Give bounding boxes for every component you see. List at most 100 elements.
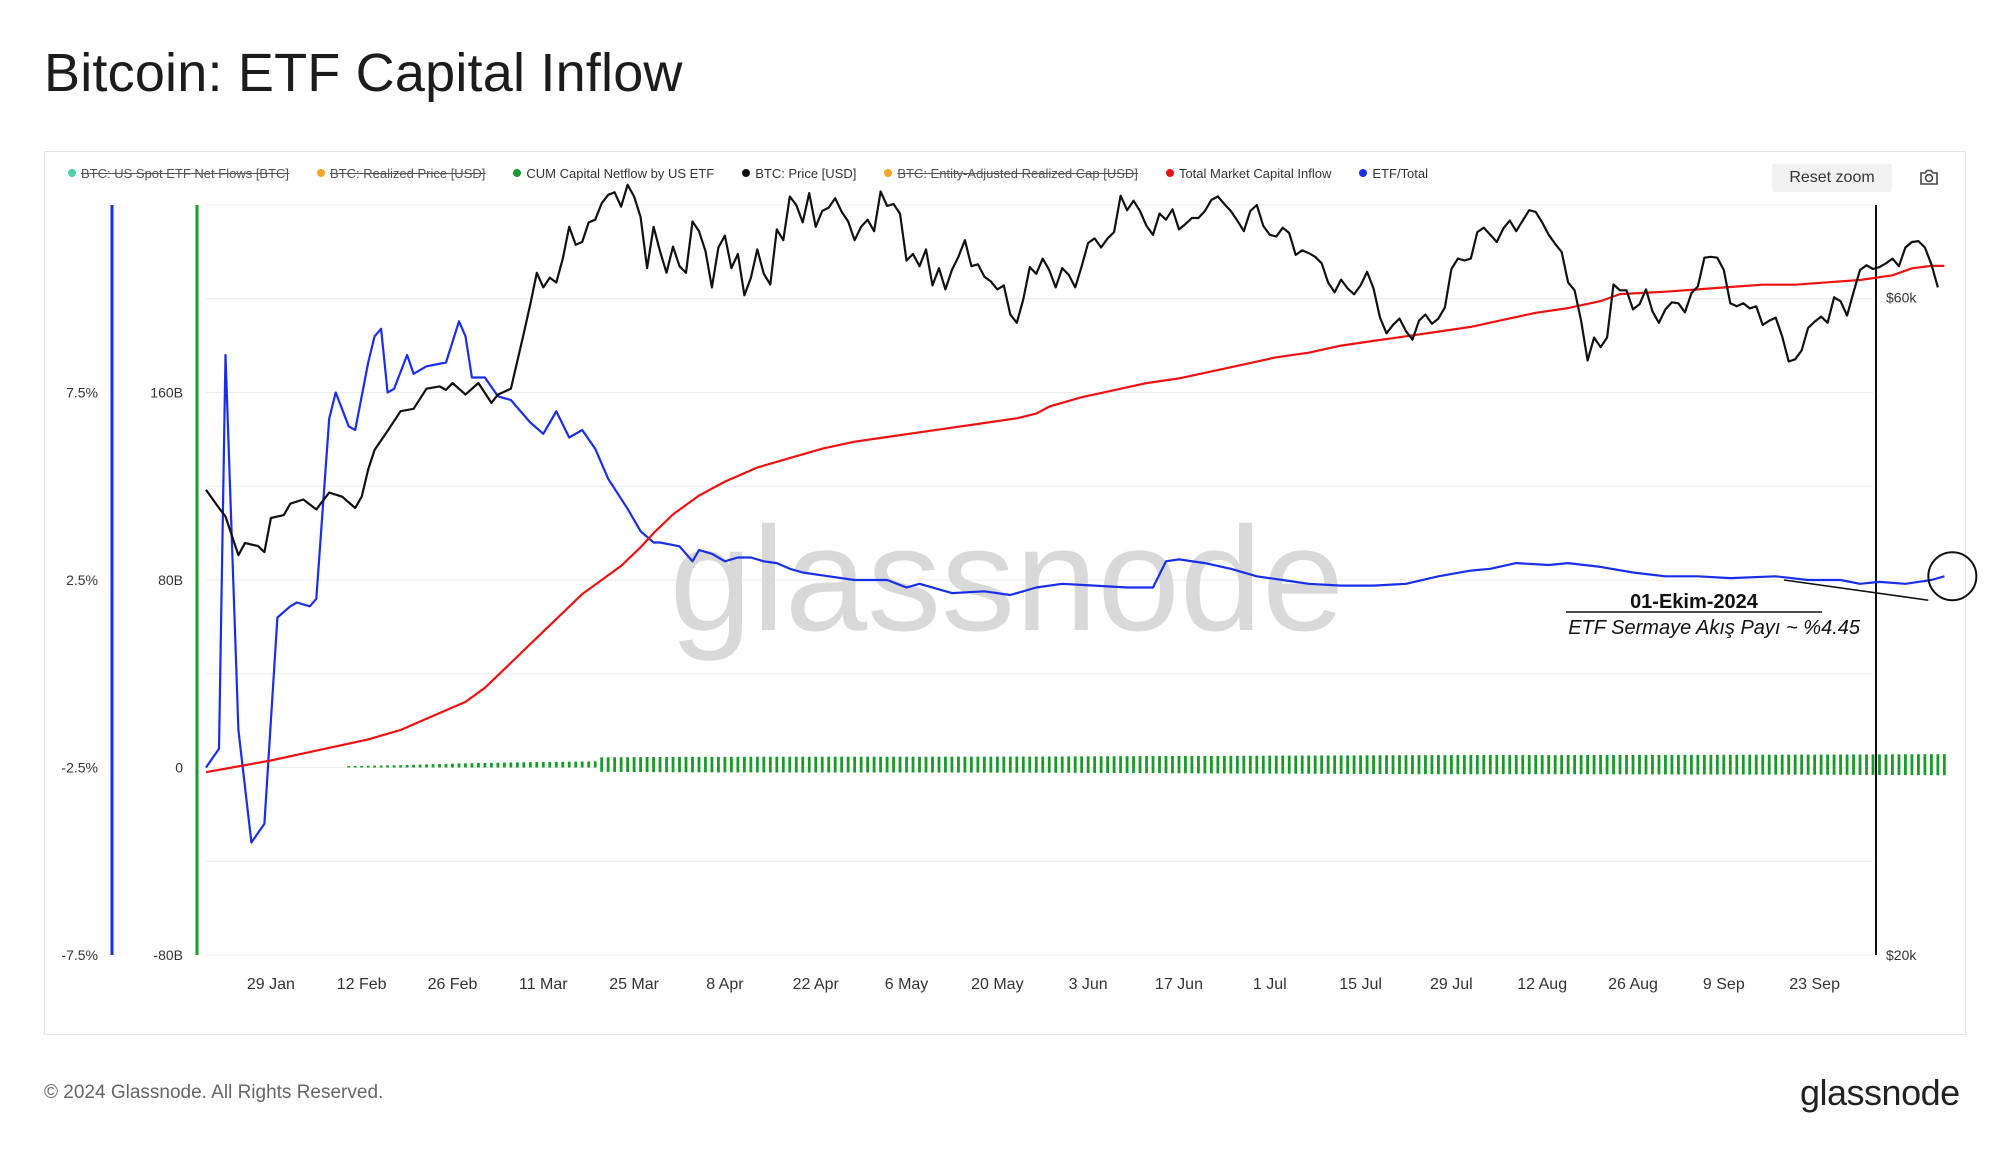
netflow-bar [989, 756, 993, 773]
netflow-bar [794, 756, 798, 773]
netflow-bar [470, 763, 474, 768]
legend-item[interactable]: BTC: Realized Price [USD] [317, 166, 485, 181]
netflow-bar [561, 761, 565, 768]
netflow-bar [937, 756, 941, 773]
netflow-bar [444, 763, 448, 768]
camera-icon[interactable] [1918, 166, 1940, 188]
netflow-bar [1216, 755, 1220, 774]
netflow-bar [944, 756, 947, 773]
netflow-bar [1015, 756, 1019, 773]
netflow-bar [1495, 755, 1499, 775]
netflow-bar [1125, 756, 1129, 774]
netflow-bar [1294, 755, 1298, 774]
netflow-bar [1780, 754, 1784, 775]
netflow-bar [541, 761, 545, 768]
x-tick-label: 11 Mar [519, 976, 568, 993]
netflow-bar [1521, 755, 1525, 775]
legend-item[interactable]: Total Market Capital Inflow [1165, 165, 1332, 181]
legend-label: BTC: Price [USD] [755, 165, 857, 181]
netflow-bar [1203, 755, 1207, 774]
legend-item[interactable]: ETF/Total [1359, 166, 1428, 181]
netflow-bar [1748, 754, 1752, 775]
netflow-bar [853, 756, 857, 773]
netflow-bar [1553, 755, 1557, 775]
pct-tick-label: 2.5% [66, 572, 98, 588]
netflow-bar [1346, 755, 1350, 774]
netflow-bar [515, 762, 519, 768]
legend-dot-icon [513, 169, 522, 177]
netflow-bar [1605, 754, 1609, 775]
netflow-bar [1728, 754, 1732, 775]
netflow-bar [1209, 755, 1213, 774]
netflow-bar [1813, 754, 1817, 775]
netflow-bar [1942, 754, 1946, 776]
netflow-bar [736, 756, 740, 773]
netflow-bar [619, 757, 623, 772]
netflow-bar [1774, 754, 1778, 775]
netflow-bar [1034, 756, 1038, 773]
netflow-bar [1683, 754, 1687, 775]
legend-item[interactable]: BTC: Entity-Adjusted Realized Cap [USD] [884, 166, 1138, 181]
netflow-bar [1501, 755, 1505, 775]
netflow-bar [528, 762, 532, 768]
netflow-bar [1715, 754, 1719, 775]
netflow-bar [846, 756, 850, 773]
usd-tick-label: 80B [158, 572, 183, 588]
netflow-bar [827, 756, 831, 773]
netflow-bar [1404, 755, 1408, 775]
legend-dot-icon [742, 169, 751, 177]
netflow-bar [691, 756, 694, 773]
netflow-bar [567, 761, 571, 768]
legend-dot-icon [68, 169, 76, 177]
netflow-bar [652, 756, 655, 773]
netflow-bar [1385, 755, 1388, 775]
netflow-bar [982, 756, 986, 773]
netflow-bar [1826, 754, 1829, 775]
netflow-bar [1443, 755, 1447, 775]
netflow-bar [1177, 756, 1181, 774]
netflow-bar [554, 761, 558, 768]
annotation-text: ETF Sermaye Akış Payı ~ %4.45 [1568, 617, 1861, 639]
netflow-bar [1054, 756, 1058, 773]
netflow-bar [788, 756, 792, 773]
netflow-bar [548, 761, 552, 768]
netflow-bar [477, 763, 480, 768]
netflow-bar [1897, 754, 1901, 776]
netflow-bar [1696, 754, 1700, 775]
legend-dot-icon [1165, 169, 1174, 177]
x-tick-label: 12 Feb [337, 976, 387, 993]
netflow-bar [1456, 755, 1460, 775]
netflow-bar [898, 756, 902, 773]
netflow-bar [957, 756, 960, 773]
netflow-bar [1910, 754, 1914, 776]
netflow-bar [1060, 756, 1064, 773]
netflow-bar [386, 765, 390, 768]
netflow-bar [1845, 754, 1849, 775]
netflow-bar [1560, 755, 1564, 775]
legend-item[interactable]: CUM Capital Netflow by US ETF [513, 166, 714, 181]
netflow-bar [645, 757, 649, 773]
legend-item[interactable]: BTC: US Spot ETF Net Flows [BTC] [68, 166, 289, 181]
netflow-bar [1099, 756, 1103, 773]
netflow-bar [1300, 755, 1304, 774]
netflow-bar [353, 765, 357, 768]
netflow-bar [574, 761, 578, 768]
legend-label: Total Market Capital Inflow [1178, 165, 1332, 181]
netflow-bar [684, 756, 688, 773]
annotation-pointer [1783, 579, 1929, 602]
netflow-bar [418, 764, 422, 768]
netflow-bar [1151, 756, 1155, 774]
netflow-bar [995, 756, 999, 773]
netflow-bar [1917, 754, 1920, 776]
reset-zoom-button[interactable]: Reset zoom [1772, 164, 1892, 192]
netflow-bar [1767, 754, 1771, 775]
netflow-bar [392, 765, 396, 768]
legend-item[interactable]: BTC: Price [USD] [742, 166, 856, 181]
netflow-bar [1923, 754, 1927, 776]
netflow-bar [1469, 755, 1473, 775]
netflow-bar [1158, 756, 1161, 774]
netflow-bar [1047, 756, 1051, 773]
price-tick-label: $20k [1886, 947, 1917, 963]
netflow-bar [755, 756, 759, 773]
